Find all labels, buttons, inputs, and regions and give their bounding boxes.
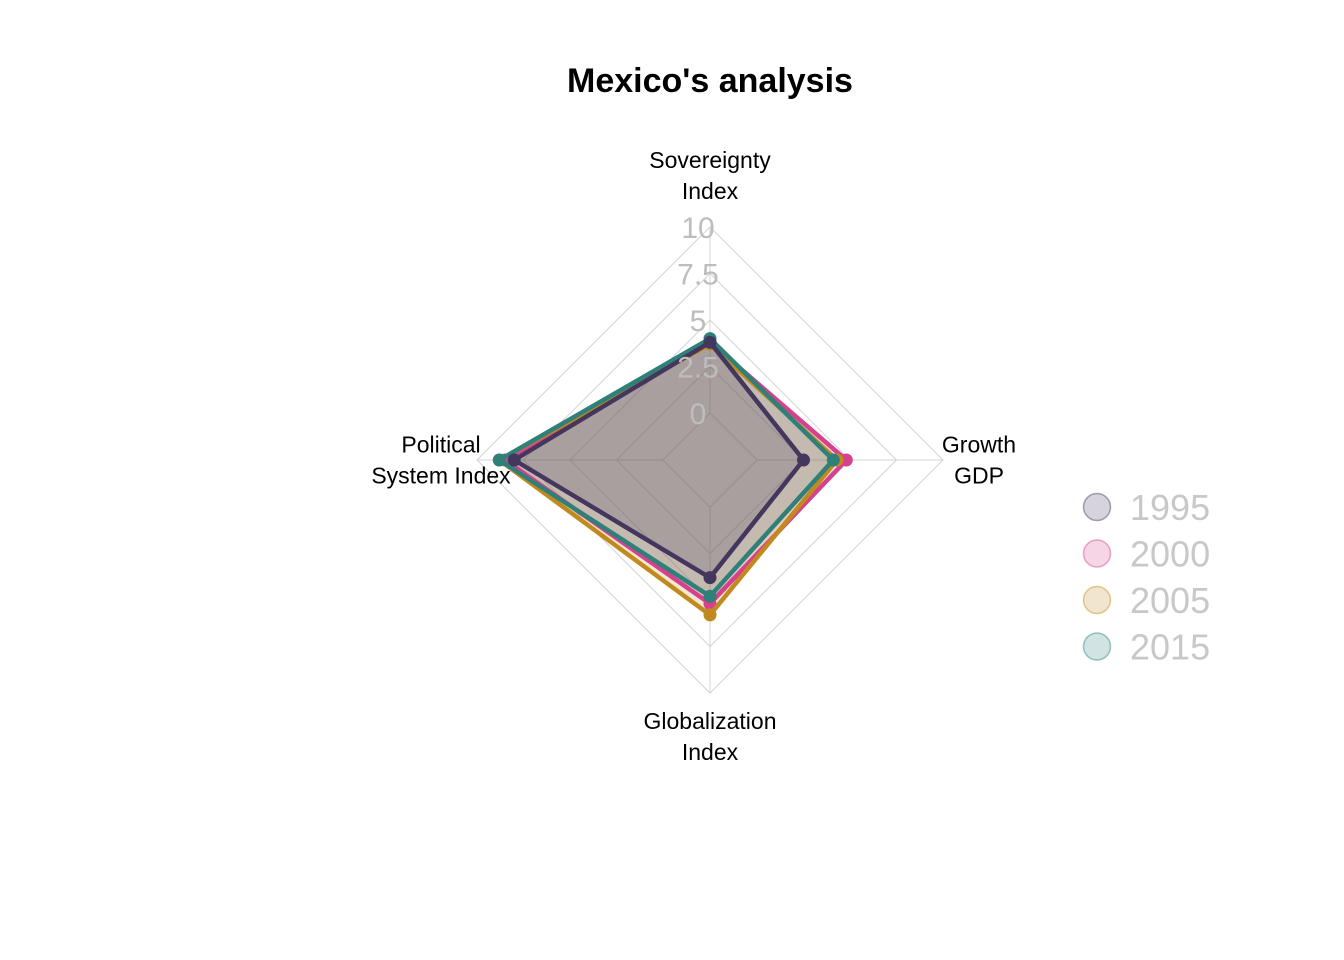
axis-label-line: Political (401, 432, 480, 458)
series-point (492, 453, 506, 467)
tick-label: 5 (690, 305, 707, 338)
tick-label: 2.5 (677, 352, 719, 385)
legend-label: 2005 (1130, 580, 1210, 621)
series-area (499, 338, 834, 597)
axis-label-line: Index (682, 739, 739, 765)
series-area (514, 342, 804, 578)
axis-label-line: GDP (954, 463, 1004, 489)
series-point (703, 335, 717, 349)
legend-label: 2015 (1130, 627, 1210, 668)
chart-title: Mexico's analysis (567, 62, 853, 100)
axis-label: Growth GDP (942, 432, 1016, 489)
legend-key (1082, 492, 1112, 522)
axis-label: Sovereignty Index (649, 147, 771, 204)
legend-label: 2000 (1130, 534, 1210, 575)
axis-label-line: Growth (942, 432, 1016, 458)
series-point (703, 608, 717, 622)
axis-label: Globalization Index (644, 708, 777, 765)
chart-legend: 1995 2000 2005 2015 (1082, 487, 1210, 668)
axis-label-line: Sovereignty (649, 147, 771, 173)
legend-key (1082, 539, 1112, 568)
series-point (703, 571, 717, 585)
radar-tick-labels: 0 2.5 5 7.5 10 (677, 212, 719, 431)
tick-label: 0 (690, 398, 707, 431)
series-point (703, 589, 717, 603)
legend-key (1082, 585, 1112, 615)
legend-key (1082, 632, 1112, 661)
series-point (839, 453, 853, 467)
radar-axis-labels: Sovereignty Index Growth GDP Globalization In… (371, 147, 1016, 765)
axis-label: Political System Index (371, 432, 511, 489)
axis-label-line: Globalization (644, 708, 777, 734)
series-point (797, 453, 810, 467)
series-point (507, 453, 521, 467)
axis-label-line: Index (682, 178, 739, 204)
tick-label: 7.5 (677, 259, 719, 292)
radar-series (492, 332, 853, 622)
tick-label: 10 (681, 212, 714, 245)
series-point (826, 453, 840, 467)
axis-label-line: System Index (371, 463, 511, 489)
legend-label: 1995 (1130, 487, 1210, 528)
